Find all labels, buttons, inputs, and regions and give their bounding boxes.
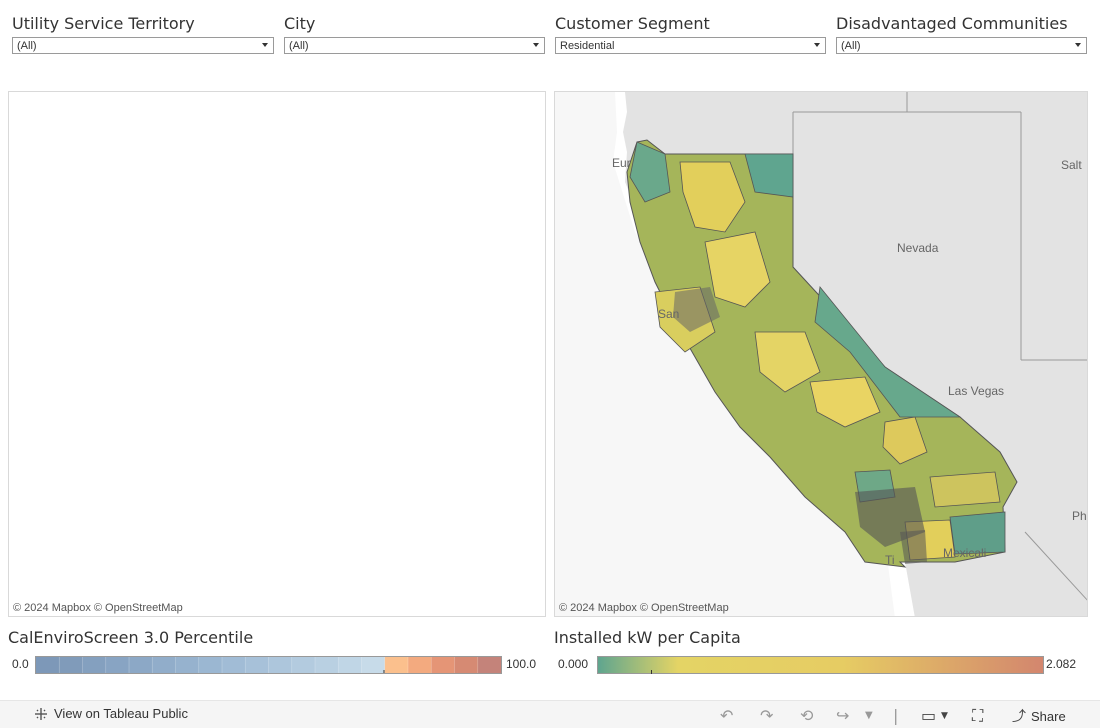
- caret-down-icon: [262, 43, 268, 47]
- installed-kw-map[interactable]: Eur Nevada Salt San Las Vegas Ph Ti Mexi…: [554, 91, 1088, 617]
- high-kw-region: [679, 161, 746, 233]
- ramp-steps: [36, 657, 501, 673]
- dropdown-value: (All): [17, 40, 37, 52]
- map-canvas[interactable]: Eur Nevada Salt San Las Vegas Ph Ti Mexi…: [555, 92, 1088, 617]
- map-attribution: © 2024 Mapbox © OpenStreetMap: [559, 602, 729, 614]
- separator: |: [893, 706, 899, 725]
- place-label: Eur: [612, 156, 631, 170]
- ramp-tick: [651, 670, 652, 674]
- place-label: Mexicali: [943, 546, 986, 560]
- caret-down-icon: [814, 43, 820, 47]
- place-label: Ti: [885, 553, 895, 567]
- caret-down-icon: [533, 43, 539, 47]
- legend-title-calenviroscreen: CalEnviroScreen 3.0 Percentile: [8, 628, 254, 647]
- ramp-step: [222, 657, 246, 673]
- caret-down-icon: [1075, 43, 1081, 47]
- dropdown-value: (All): [841, 40, 861, 52]
- ramp-step: [129, 657, 153, 673]
- legend-title-installed-kw: Installed kW per Capita: [554, 628, 741, 647]
- ramp-step: [82, 657, 107, 673]
- ramp-step: [175, 657, 200, 673]
- filter-title: Utility Service Territory: [12, 14, 195, 33]
- filter-title: Disadvantaged Communities: [836, 14, 1068, 33]
- high-kw-region: [754, 331, 821, 393]
- view-on-tableau-public-link[interactable]: View on Tableau Public: [34, 706, 188, 721]
- calenviroscreen-color-ramp[interactable]: [35, 656, 502, 674]
- ramp-step: [315, 657, 339, 673]
- filter-title: City: [284, 14, 316, 33]
- revert-icon[interactable]: ⟲: [800, 706, 814, 725]
- place-label: Salt: [1061, 158, 1082, 172]
- legend-min: 0.0: [12, 657, 29, 671]
- low-kw-region: [744, 153, 794, 198]
- ramp-step: [152, 657, 176, 673]
- ramp-step: [245, 657, 269, 673]
- calenviroscreen-map[interactable]: © 2024 Mapbox © OpenStreetMap: [8, 91, 546, 617]
- ramp-step: [338, 657, 362, 673]
- chevron-down-icon[interactable]: ▼: [865, 710, 873, 721]
- download-icon[interactable]: ▭: [921, 706, 937, 725]
- forward-icon[interactable]: ↪: [836, 706, 850, 725]
- filter-city: City (All): [284, 12, 545, 54]
- border-line: [1024, 531, 1087, 601]
- ramp-step: [59, 657, 83, 673]
- filter-disadvantaged-communities: Disadvantaged Communities (All): [836, 12, 1087, 54]
- ramp-step: [431, 657, 455, 673]
- low-kw-region: [629, 141, 671, 203]
- share-icon: ⤴: [1012, 708, 1026, 724]
- city-dropdown[interactable]: (All): [284, 37, 545, 54]
- ramp-step: [454, 657, 479, 673]
- ramp-step: [291, 657, 316, 673]
- legend-max: 100.0: [506, 657, 537, 671]
- ramp-step: [105, 657, 130, 673]
- legend-max: 2.082: [1046, 657, 1077, 671]
- ramp-step: [361, 657, 386, 673]
- place-label: Nevada: [897, 241, 939, 255]
- dropdown-value: Residential: [560, 40, 615, 52]
- filter-customer-segment: Customer Segment Residential: [555, 12, 826, 54]
- dropdown-value: (All): [289, 40, 309, 52]
- ramp-step: [36, 657, 60, 673]
- share-label: Share: [1031, 708, 1066, 724]
- utility-territory-dropdown[interactable]: (All): [12, 37, 274, 54]
- undo-icon[interactable]: ↶: [720, 706, 734, 725]
- dense-area-sf: [673, 287, 720, 332]
- disadvantaged-communities-dropdown[interactable]: (All): [836, 37, 1087, 54]
- installed-kw-color-ramp[interactable]: [597, 656, 1044, 674]
- place-label: San: [658, 307, 679, 321]
- view-link-label: View on Tableau Public: [54, 706, 188, 721]
- customer-segment-dropdown[interactable]: Residential: [555, 37, 826, 54]
- ramp-step: [408, 657, 432, 673]
- place-label: Ph: [1072, 509, 1087, 523]
- fullscreen-icon[interactable]: ⛶: [972, 706, 984, 725]
- ramp-step: [268, 657, 293, 673]
- dense-area-sd: [900, 530, 927, 564]
- ramp-step: [198, 657, 223, 673]
- low-kw-region: [949, 511, 1006, 555]
- legend-min: 0.000: [558, 657, 589, 671]
- high-kw-region: [882, 416, 928, 465]
- high-kw-region: [809, 376, 881, 428]
- ramp-step: [477, 657, 501, 673]
- filter-title: Customer Segment: [555, 14, 710, 33]
- tableau-toolbar: View on Tableau Public ↶ ↷ ⟲ ↪ ▼ | ▭ ▼ ⛶…: [0, 700, 1100, 728]
- high-kw-region: [929, 471, 1001, 508]
- map-attribution: © 2024 Mapbox © OpenStreetMap: [13, 602, 183, 614]
- high-kw-region: [704, 231, 771, 308]
- redo-icon[interactable]: ↷: [760, 706, 774, 725]
- filter-utility-territory: Utility Service Territory (All): [12, 12, 274, 54]
- download-caret-icon[interactable]: ▼: [941, 711, 948, 721]
- share-button[interactable]: ⤴ Share: [1012, 706, 1066, 726]
- tableau-logo-icon: [35, 707, 47, 720]
- low-kw-region: [814, 286, 962, 418]
- ramp-step: [384, 657, 409, 673]
- place-label: Las Vegas: [948, 384, 1004, 398]
